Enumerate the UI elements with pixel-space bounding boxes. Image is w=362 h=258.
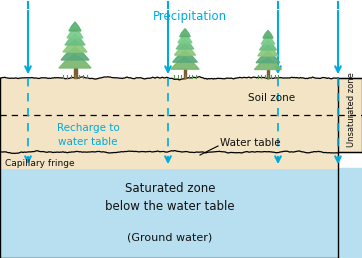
Text: Capillary fringe: Capillary fringe — [5, 158, 75, 167]
Polygon shape — [173, 51, 197, 62]
Polygon shape — [256, 52, 280, 63]
Polygon shape — [59, 54, 91, 68]
Polygon shape — [258, 46, 278, 56]
Text: Precipitation: Precipitation — [153, 10, 227, 23]
Text: (Ground water): (Ground water) — [127, 232, 212, 242]
Text: Soil zone: Soil zone — [248, 93, 295, 103]
Polygon shape — [176, 39, 194, 49]
Polygon shape — [65, 34, 85, 45]
Bar — [73, 68, 76, 78]
Polygon shape — [67, 28, 83, 38]
Polygon shape — [63, 40, 87, 52]
Polygon shape — [69, 22, 81, 31]
Polygon shape — [178, 34, 192, 43]
Text: Water table: Water table — [220, 138, 281, 148]
Text: Saturated zone
below the water table: Saturated zone below the water table — [105, 182, 235, 214]
Polygon shape — [180, 29, 190, 37]
Polygon shape — [254, 58, 282, 69]
Polygon shape — [261, 36, 275, 44]
Text: Recharge to
water table: Recharge to water table — [56, 123, 119, 147]
Text: Unsaturated zone: Unsaturated zone — [348, 72, 357, 147]
Bar — [267, 69, 269, 78]
Bar — [184, 69, 186, 78]
Polygon shape — [61, 47, 89, 60]
Polygon shape — [263, 30, 273, 38]
Polygon shape — [174, 45, 195, 55]
Polygon shape — [171, 57, 199, 69]
Polygon shape — [260, 41, 277, 50]
